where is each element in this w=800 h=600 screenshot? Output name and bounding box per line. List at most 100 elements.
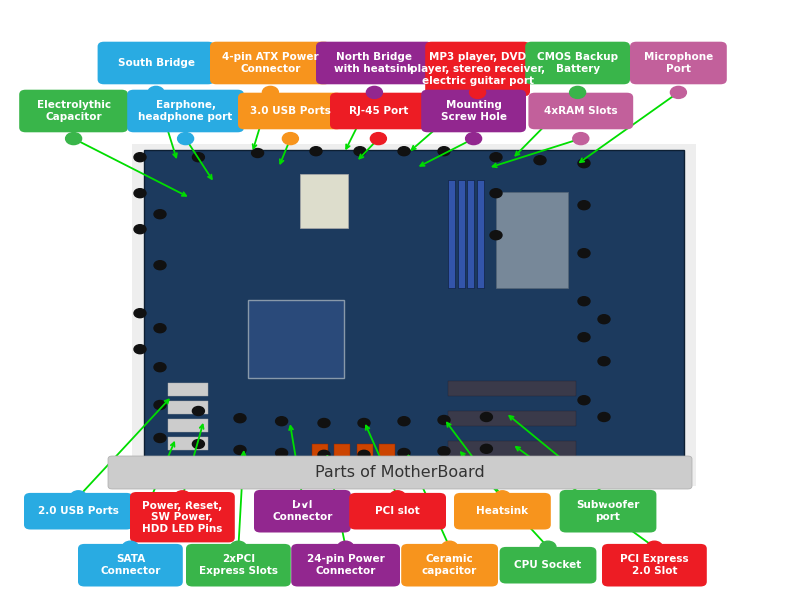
Circle shape [193,152,205,161]
Circle shape [70,491,86,503]
Circle shape [134,152,146,161]
Text: CPU Socket: CPU Socket [514,560,582,570]
FancyBboxPatch shape [454,493,550,529]
FancyBboxPatch shape [448,411,576,426]
Circle shape [358,419,370,427]
FancyBboxPatch shape [528,92,634,129]
Circle shape [193,407,205,415]
Circle shape [338,541,354,553]
Text: Heatsink: Heatsink [476,506,529,516]
Circle shape [154,209,166,218]
FancyBboxPatch shape [334,444,350,471]
FancyBboxPatch shape [448,441,576,456]
Circle shape [174,491,190,503]
Circle shape [134,224,146,233]
FancyBboxPatch shape [602,544,707,587]
Circle shape [670,86,686,98]
Circle shape [275,416,288,426]
Text: Subwoofer
port: Subwoofer port [576,500,640,522]
Circle shape [66,133,82,145]
Circle shape [534,155,546,164]
Circle shape [570,86,586,98]
Circle shape [148,86,164,98]
Circle shape [490,152,502,161]
Circle shape [598,314,610,323]
FancyBboxPatch shape [254,490,350,533]
FancyBboxPatch shape [630,41,726,84]
Circle shape [470,86,486,98]
FancyBboxPatch shape [426,42,530,96]
FancyBboxPatch shape [477,180,484,288]
FancyBboxPatch shape [168,437,208,450]
FancyBboxPatch shape [402,544,498,587]
Text: 24-pin Power
Connector: 24-pin Power Connector [306,554,385,576]
Circle shape [154,362,166,371]
Circle shape [122,541,138,553]
Circle shape [438,146,450,155]
Circle shape [578,158,590,167]
Circle shape [234,445,246,455]
Text: Mounting
Screw Hole: Mounting Screw Hole [441,100,506,122]
Text: PCI Express
2.0 Slot: PCI Express 2.0 Slot [620,554,689,576]
FancyBboxPatch shape [132,144,696,486]
Circle shape [398,449,410,457]
Text: Parts of MotherBoard: Parts of MotherBoard [315,465,485,480]
FancyBboxPatch shape [168,401,208,414]
Circle shape [466,133,482,145]
Circle shape [230,541,246,553]
Circle shape [134,308,146,318]
Circle shape [578,296,590,305]
Text: Earphone,
headphone port: Earphone, headphone port [138,100,233,122]
Circle shape [310,146,322,155]
Text: SATA
Connector: SATA Connector [100,554,161,576]
Circle shape [318,419,330,427]
FancyBboxPatch shape [499,547,597,583]
Text: Microphone
Port: Microphone Port [644,52,713,74]
Circle shape [490,230,502,239]
FancyBboxPatch shape [312,444,328,471]
FancyBboxPatch shape [291,544,400,587]
FancyBboxPatch shape [108,456,692,489]
Circle shape [234,414,246,422]
FancyBboxPatch shape [168,383,208,396]
FancyBboxPatch shape [78,544,182,587]
Circle shape [490,188,502,197]
Circle shape [398,146,410,155]
Circle shape [578,249,590,258]
Circle shape [178,133,194,145]
FancyBboxPatch shape [448,180,455,288]
Text: RJ-45 Port: RJ-45 Port [349,106,408,116]
Circle shape [154,323,166,332]
Text: 2.0 USB Ports: 2.0 USB Ports [38,506,119,516]
Circle shape [390,491,406,503]
FancyBboxPatch shape [525,41,630,84]
FancyBboxPatch shape [496,192,568,288]
Circle shape [262,86,278,98]
Text: North Bridge
with heatsink: North Bridge with heatsink [334,52,414,74]
Text: CMOS Backup
Battery: CMOS Backup Battery [537,52,618,74]
Circle shape [318,450,330,460]
Circle shape [354,146,366,155]
Circle shape [494,491,510,503]
Circle shape [573,133,589,145]
Text: PCI slot: PCI slot [375,506,420,516]
Text: 4-pin ATX Power
Connector: 4-pin ATX Power Connector [222,52,318,74]
FancyBboxPatch shape [238,92,343,129]
Circle shape [398,416,410,426]
Circle shape [252,148,264,157]
FancyBboxPatch shape [210,41,331,84]
Circle shape [154,433,166,443]
Circle shape [154,401,166,409]
FancyBboxPatch shape [379,444,395,471]
FancyBboxPatch shape [458,180,465,288]
FancyBboxPatch shape [357,444,373,471]
Circle shape [134,344,146,354]
Text: 2xPCI
Express Slots: 2xPCI Express Slots [199,554,278,576]
FancyBboxPatch shape [98,41,214,84]
Text: MP3 player, DVD
player, stereo receiver,
electric guitar port: MP3 player, DVD player, stereo receiver,… [410,52,545,86]
FancyBboxPatch shape [560,490,656,533]
Circle shape [646,541,662,553]
FancyBboxPatch shape [421,89,526,132]
FancyBboxPatch shape [448,381,576,396]
Circle shape [578,332,590,341]
